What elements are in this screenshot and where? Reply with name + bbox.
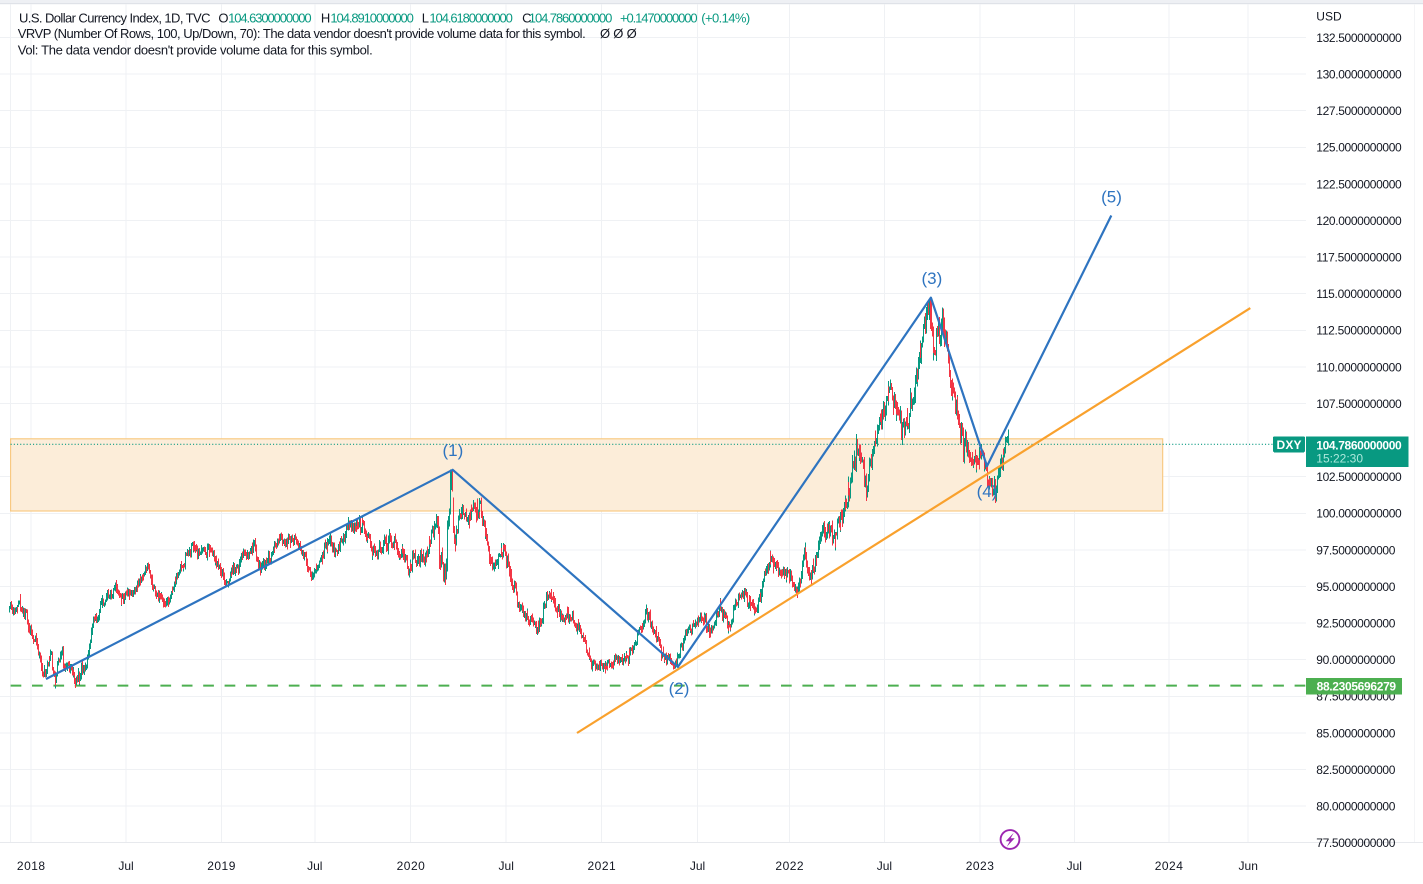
svg-text:104.7860000000: 104.7860000000 <box>529 11 613 26</box>
svg-text:104.8910000000: 104.8910000000 <box>330 11 414 26</box>
svg-text:130.0000000000: 130.0000000000 <box>1316 68 1402 82</box>
svg-text:120.0000000000: 120.0000000000 <box>1316 214 1402 228</box>
svg-text:Jun: Jun <box>1239 859 1258 873</box>
svg-text:USD: USD <box>1316 9 1342 23</box>
svg-text:122.5000000000: 122.5000000000 <box>1316 177 1402 191</box>
svg-text:(3): (3) <box>922 269 943 288</box>
svg-text:92.5000000000: 92.5000000000 <box>1316 617 1395 631</box>
svg-text:H: H <box>321 11 330 26</box>
svg-text:104.6180000000: 104.6180000000 <box>429 11 513 26</box>
svg-text:Jul: Jul <box>118 859 133 873</box>
svg-text:Jul: Jul <box>499 859 514 873</box>
svg-text:107.5000000000: 107.5000000000 <box>1316 397 1402 411</box>
svg-text:90.0000000000: 90.0000000000 <box>1316 653 1395 667</box>
svg-text:95.0000000000: 95.0000000000 <box>1316 580 1395 594</box>
svg-text:125.0000000000: 125.0000000000 <box>1316 141 1402 155</box>
svg-text:U.S. Dollar Currency Index, 1D: U.S. Dollar Currency Index, 1D, TVC <box>19 11 211 26</box>
svg-text:(+0.14%): (+0.14%) <box>701 11 750 26</box>
svg-text:+0.1470000000: +0.1470000000 <box>620 11 698 26</box>
svg-text:88.2305696279: 88.2305696279 <box>1317 680 1397 694</box>
svg-text:2021: 2021 <box>588 859 617 873</box>
svg-text:127.5000000000: 127.5000000000 <box>1316 104 1402 118</box>
svg-text:112.5000000000: 112.5000000000 <box>1316 324 1402 338</box>
svg-text:100.0000000000: 100.0000000000 <box>1316 507 1402 521</box>
svg-text:2022: 2022 <box>775 859 804 873</box>
svg-text:VRVP (Number Of Rows, 100, Up/: VRVP (Number Of Rows, 100, Up/Down, 70):… <box>18 26 586 41</box>
svg-text:102.5000000000: 102.5000000000 <box>1316 470 1402 484</box>
svg-text:Jul: Jul <box>877 859 892 873</box>
svg-text:Ø: Ø <box>600 26 610 41</box>
svg-text:Jul: Jul <box>1067 859 1082 873</box>
svg-text:104.7860000000: 104.7860000000 <box>1316 438 1402 452</box>
svg-text:Vol: The data vendor doesn't p: Vol: The data vendor doesn't provide vol… <box>18 43 373 58</box>
svg-text:82.5000000000: 82.5000000000 <box>1316 763 1395 777</box>
svg-text:2023: 2023 <box>966 859 995 873</box>
svg-text:104.6300000000: 104.6300000000 <box>228 11 312 26</box>
svg-text:O: O <box>218 11 228 26</box>
svg-text:132.5000000000: 132.5000000000 <box>1316 31 1402 45</box>
svg-text:97.5000000000: 97.5000000000 <box>1316 543 1395 557</box>
svg-text:Ø: Ø <box>613 26 623 41</box>
svg-text:C: C <box>522 11 531 26</box>
svg-text:Jul: Jul <box>307 859 322 873</box>
svg-text:2019: 2019 <box>207 859 236 873</box>
svg-text:77.5000000000: 77.5000000000 <box>1316 836 1395 850</box>
svg-text:(1): (1) <box>443 441 464 460</box>
svg-text:15:22:30: 15:22:30 <box>1316 452 1363 466</box>
svg-text:2018: 2018 <box>17 859 46 873</box>
svg-text:(2): (2) <box>669 679 690 698</box>
svg-text:85.0000000000: 85.0000000000 <box>1316 726 1395 740</box>
svg-text:(4): (4) <box>977 482 998 501</box>
svg-text:110.0000000000: 110.0000000000 <box>1316 360 1402 374</box>
svg-text:Jul: Jul <box>690 859 705 873</box>
svg-text:Ø: Ø <box>627 26 637 41</box>
svg-text:L: L <box>422 11 429 26</box>
svg-text:DXY: DXY <box>1277 438 1302 452</box>
svg-text:(5): (5) <box>1101 187 1122 206</box>
svg-text:115.0000000000: 115.0000000000 <box>1316 287 1402 301</box>
svg-text:117.5000000000: 117.5000000000 <box>1316 251 1402 265</box>
svg-text:2024: 2024 <box>1155 859 1184 873</box>
svg-text:2020: 2020 <box>397 859 426 873</box>
svg-text:80.0000000000: 80.0000000000 <box>1316 800 1395 814</box>
